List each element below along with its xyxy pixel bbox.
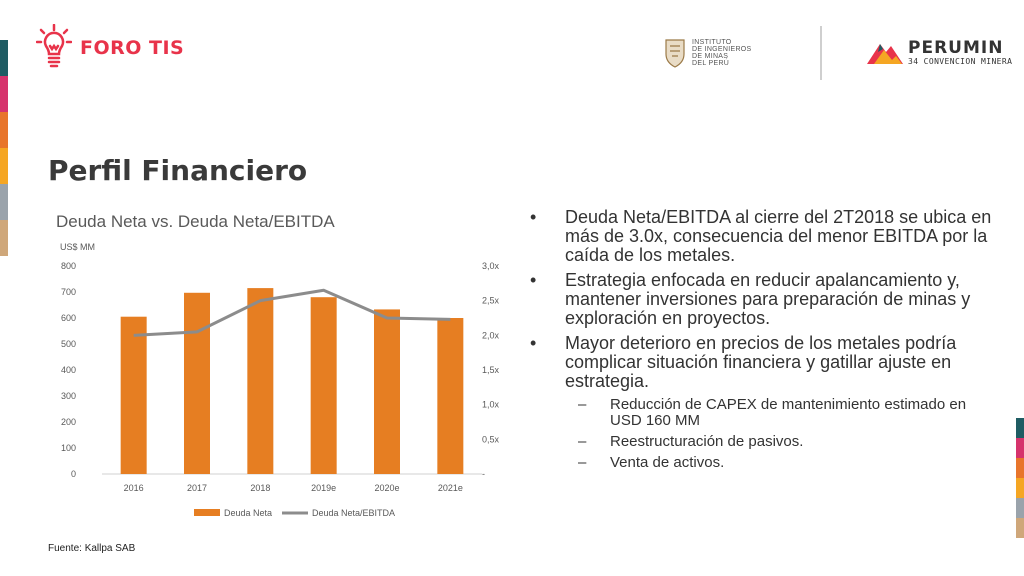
sub-bullet-item: – Reestructuración de pasivos. [578, 434, 998, 450]
y-tick-label: 400 [61, 365, 76, 375]
iim-crest-icon [665, 39, 685, 68]
debt-chart: Deuda Neta vs. Deuda Neta/EBITDA US$ MM 0… [50, 206, 520, 526]
left-color-stripes [0, 40, 8, 256]
bullet-text: Deuda Neta/EBITDA al cierre del 2T2018 s… [565, 207, 992, 265]
y-tick-label: 800 [61, 261, 76, 271]
y-tick-label: 100 [61, 443, 76, 453]
x-tick-label: 2018 [250, 483, 270, 493]
bar [184, 292, 210, 474]
y-tick-label: 600 [61, 313, 76, 323]
right-color-stripes [1016, 418, 1024, 538]
page-title: Perfil Financiero [48, 154, 308, 187]
sub-bullet-text: Venta de activos. [610, 454, 725, 471]
mountain-logo-icon [867, 44, 903, 64]
sub-bullet-text: Reestructuración de pasivos. [610, 433, 804, 450]
iim-line-2: DE INGENIEROS [692, 46, 752, 53]
bullet-text: Estrategia enfocada en reducir apalancam… [565, 270, 971, 328]
bar [310, 297, 337, 474]
bar [437, 318, 464, 474]
y2-tick-label: - [482, 469, 485, 479]
x-tick-label: 2017 [187, 483, 207, 493]
sub-bullet-marker: – [578, 454, 587, 471]
bullet-item: • Estrategia enfocada en reducir apalanc… [528, 271, 998, 328]
bar [374, 309, 400, 474]
iim-line-1: INSTITUTO [692, 39, 732, 46]
perumin-logo: PERUMIN 34 CONVENCION MINERA [866, 38, 1012, 66]
y2-tick-label: 0,5x [482, 434, 500, 444]
perumin-subtitle: 34 CONVENCION MINERA [908, 56, 1013, 66]
y2-tick-label: 3,0x [482, 261, 500, 271]
lightbulb-icon [36, 24, 72, 68]
y2-tick-label: 1,5x [482, 365, 500, 375]
bullet-list: • Deuda Neta/EBITDA al cierre del 2T2018… [528, 208, 998, 476]
y-tick-label: 0 [71, 469, 76, 479]
sub-bullet-item: – Venta de activos. [578, 455, 998, 471]
y-tick-label: 200 [61, 417, 76, 427]
sub-bullet-text: Reducción de CAPEX de mantenimiento esti… [610, 396, 967, 429]
x-tick-label: 2021e [438, 483, 463, 493]
sub-bullet-marker: – [578, 396, 587, 413]
foro-tis-logo: FORO TIS [36, 24, 184, 72]
x-tick-label: 2020e [374, 483, 399, 493]
iim-logo: INSTITUTO DE INGENIEROS DE MINAS DEL PER… [664, 38, 752, 68]
bullet-item: • Deuda Neta/EBITDA al cierre del 2T2018… [528, 208, 998, 265]
header-divider [820, 26, 822, 80]
x-tick-label: 2016 [124, 483, 144, 493]
y2-tick-label: 1,0x [482, 400, 500, 410]
y-tick-label: 300 [61, 391, 76, 401]
foro-tis-logo-text: FORO TIS [80, 37, 185, 59]
y-tick-label: 700 [61, 287, 76, 297]
bar [247, 288, 274, 474]
y2-tick-label: 2,0x [482, 330, 500, 340]
legend-label: Deuda Neta [224, 508, 272, 518]
y-axis-label: US$ MM [60, 242, 95, 252]
bullet-marker: • [530, 333, 537, 353]
iim-line-3: DE MINAS [692, 53, 729, 60]
bullet-text: Mayor deterioro en precios de los metale… [565, 333, 957, 391]
perumin-title: PERUMIN [908, 37, 1004, 58]
legend-label: Deuda Neta/EBITDA [312, 508, 395, 518]
bullet-marker: • [530, 270, 537, 290]
ratio-line [133, 288, 451, 337]
iim-line-4: DEL PERÚ [692, 60, 730, 67]
sub-bullet-marker: – [578, 433, 587, 450]
sub-bullet-item: – Reducción de CAPEX de mantenimiento es… [578, 397, 998, 429]
source-note: Fuente: Kallpa SAB [48, 543, 136, 554]
bullet-item: • Mayor deterioro en precios de los meta… [528, 334, 998, 391]
y2-tick-label: 2,5x [482, 296, 500, 306]
legend-swatch-bar [194, 509, 220, 516]
bullet-marker: • [530, 207, 537, 227]
bar [120, 316, 147, 474]
chart-title: Deuda Neta vs. Deuda Neta/EBITDA [56, 212, 335, 231]
chart-plot: US$ MM 0 100 200 300 400 500 600 700 800 - 0,5x 1,0x… [60, 242, 500, 518]
x-tick-label: 2019e [311, 483, 336, 493]
y-tick-label: 500 [61, 339, 76, 349]
